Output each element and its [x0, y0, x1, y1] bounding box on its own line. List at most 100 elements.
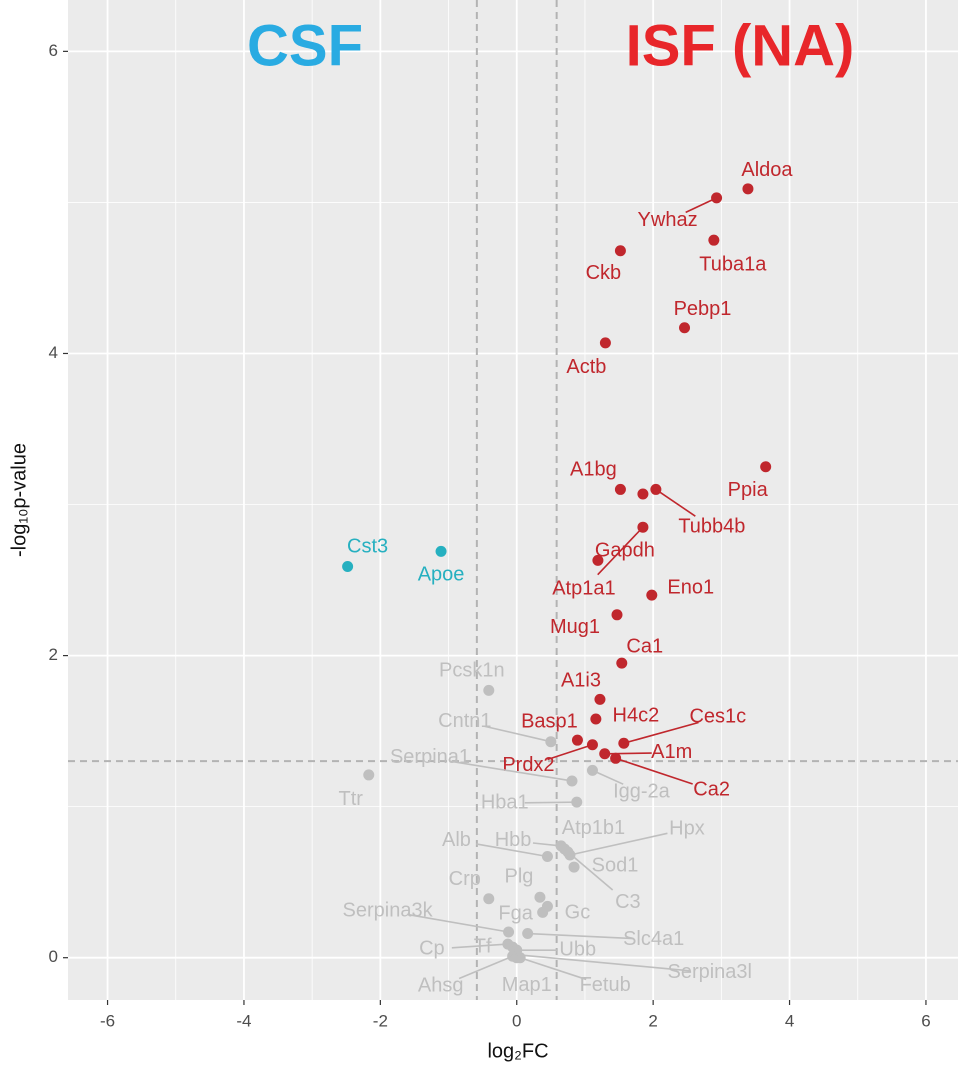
point-label: Pcsk1n	[439, 660, 505, 682]
point-label: Atp1b1	[562, 817, 625, 839]
x-tick-label: 4	[785, 1011, 794, 1030]
annotation: ISF (NA)	[626, 13, 855, 78]
point-label: A1i3	[561, 670, 601, 692]
point	[435, 545, 447, 557]
leader-line	[615, 757, 693, 785]
point	[594, 693, 606, 705]
point-label: Ywhaz	[638, 209, 698, 231]
point-label: Aldoa	[741, 159, 793, 181]
point-label: Pebp1	[674, 298, 732, 320]
point-label: Hba1	[481, 791, 529, 813]
leader-line	[484, 725, 552, 743]
y-tick-label: 0	[49, 947, 58, 966]
point	[534, 891, 546, 903]
leader-line	[458, 955, 513, 980]
point	[742, 183, 754, 195]
point-label: Ttr	[339, 788, 364, 810]
leader-line	[519, 956, 587, 981]
point	[760, 461, 772, 473]
point	[342, 560, 354, 572]
leader-line	[407, 913, 509, 933]
point	[637, 488, 649, 500]
point-label: Serpina1	[390, 746, 470, 768]
leader-line	[516, 953, 690, 972]
leader-line	[604, 752, 652, 755]
point-label: Cst3	[347, 536, 388, 558]
point	[537, 906, 549, 918]
points	[342, 183, 772, 964]
point	[363, 769, 375, 781]
point	[483, 893, 495, 905]
grid	[68, 0, 958, 1000]
point-label: Ca2	[693, 779, 730, 801]
point-label: Gc	[565, 902, 591, 924]
point-label: Actb	[566, 356, 606, 378]
point-label: A1bg	[570, 459, 617, 481]
point-label: Ckb	[586, 262, 622, 284]
point	[646, 589, 658, 601]
point	[568, 861, 580, 873]
leader-line	[527, 932, 634, 940]
leader-line	[597, 526, 644, 576]
point	[571, 734, 583, 746]
x-tick-label: 2	[648, 1011, 657, 1030]
leader-line	[567, 851, 614, 891]
point	[590, 713, 602, 725]
leader-line	[685, 197, 717, 214]
y-tick-label: 4	[49, 343, 58, 362]
leader-line	[475, 843, 548, 858]
point-label: Atp1a1	[552, 577, 615, 599]
point-label: Mug1	[550, 616, 600, 638]
point	[611, 609, 623, 621]
point-label: Tuba1a	[699, 253, 767, 275]
point-label: H4c2	[613, 704, 660, 726]
leader-line	[569, 832, 668, 856]
point-label: A1m	[651, 741, 692, 763]
leader-line	[655, 488, 696, 517]
x-tick-label: -6	[100, 1011, 115, 1030]
point	[592, 554, 604, 566]
point	[679, 322, 691, 334]
annotation: CSF	[247, 13, 363, 78]
leader-line	[592, 769, 624, 785]
plot-panel	[68, 0, 958, 1000]
x-tick-label: -4	[236, 1011, 251, 1030]
point-label: Fetub	[580, 974, 631, 996]
point-label: Ces1c	[689, 705, 746, 727]
axes: -6 -4 -2 0 2 4 6 0 2 4 6	[49, 41, 931, 1031]
leader-line	[449, 760, 573, 782]
point-label: Hpx	[669, 817, 705, 839]
point-label: Ca1	[626, 635, 663, 657]
point-label: Map1	[502, 974, 552, 996]
point	[708, 234, 720, 246]
point-label: Ubb	[559, 938, 596, 960]
x-axis-label: log₂FC	[487, 1040, 548, 1062]
point-label: Apoe	[418, 564, 465, 586]
y-axis-label: -log₁₀p-value	[8, 443, 30, 557]
point-label: Serpina3l	[667, 961, 752, 983]
point-label: Tf	[474, 935, 492, 957]
reference-lines	[68, 0, 958, 1000]
point-label: Slc4a1	[623, 928, 684, 950]
x-tick-label: 6	[921, 1011, 930, 1030]
point-label: Eno1	[667, 576, 714, 598]
y-tick-label: 2	[49, 645, 58, 664]
point-label: Alb	[442, 829, 471, 851]
point-label: Prdx2	[502, 754, 554, 776]
point-label: Basp1	[521, 710, 578, 732]
point-label: Ahsg	[418, 974, 464, 996]
y-tick-label: 6	[49, 41, 58, 60]
leader-line	[547, 743, 593, 761]
leader-line	[451, 943, 508, 949]
point	[483, 684, 495, 696]
point-label: Hbb	[495, 829, 532, 851]
point-label: Gapdh	[595, 540, 655, 562]
point-label: Cntn1	[438, 710, 491, 732]
x-tick-label: 0	[512, 1011, 521, 1030]
point-label: Crp	[449, 868, 481, 890]
leader-line	[524, 801, 577, 804]
point-label: C3	[615, 891, 641, 913]
leader-line	[532, 842, 562, 847]
